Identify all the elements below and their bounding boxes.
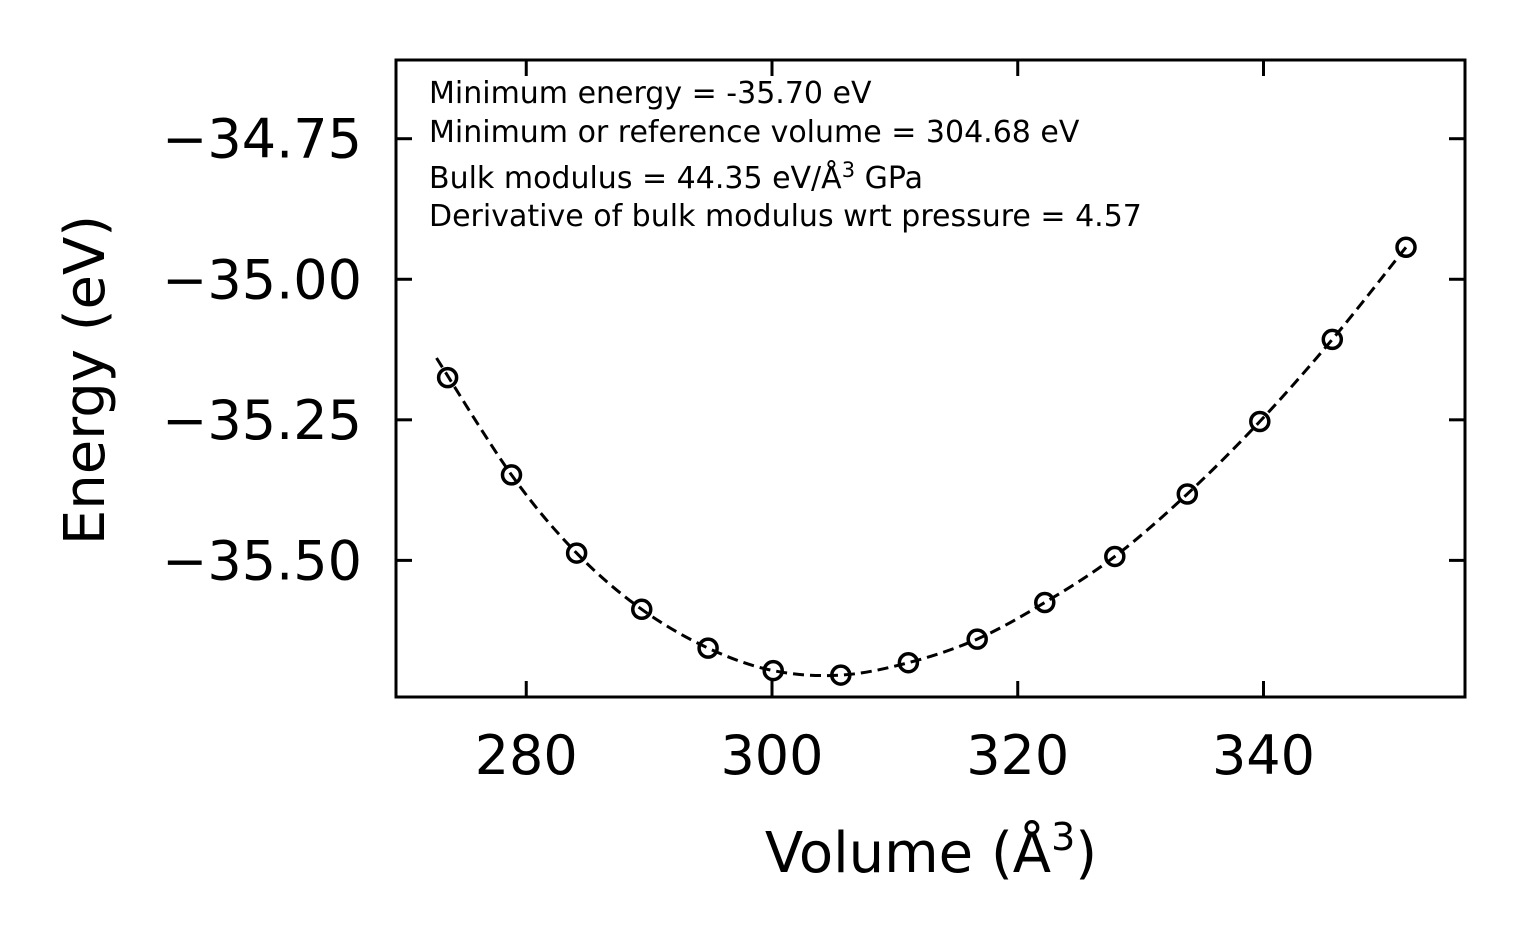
- x-axis-label-end: ): [1075, 821, 1097, 886]
- y-tick-label: −35.50: [162, 529, 362, 592]
- annotation-bulk-derivative: Derivative of bulk modulus wrt pressure …: [429, 199, 1142, 234]
- data-point: [762, 659, 784, 682]
- x-axis-label-text: Volume (Å: [765, 820, 1051, 886]
- data-point: [1321, 328, 1344, 351]
- annotation-min-volume: Minimum or reference volume = 304.68 eV: [429, 115, 1080, 150]
- data-point: [697, 637, 719, 659]
- data-point: [436, 366, 459, 389]
- data-point: [630, 598, 653, 621]
- data-point: [565, 542, 588, 564]
- x-tick-label: 280: [475, 724, 578, 787]
- data-point: [1249, 410, 1271, 433]
- annotation-min-energy: Minimum energy = -35.70 eV: [429, 76, 872, 111]
- data-point: [1395, 236, 1417, 258]
- x-tick-label: 320: [966, 724, 1069, 787]
- data-point: [897, 651, 920, 674]
- annotation-bulk-modulus-sup: 3: [842, 158, 855, 182]
- y-tick-label: −34.75: [162, 108, 362, 171]
- data-point: [830, 664, 852, 686]
- axis-ticks: [396, 60, 1465, 697]
- data-points: [436, 236, 1417, 686]
- fit-curve: [435, 246, 1408, 678]
- data-point: [1104, 545, 1126, 568]
- annotation-bulk-modulus-end: GPa: [855, 161, 923, 196]
- x-axis-label: Volume (Å3): [765, 815, 1097, 886]
- x-tick-label: 340: [1212, 724, 1315, 787]
- x-axis-label-sup: 3: [1051, 815, 1075, 859]
- data-point: [1176, 483, 1199, 505]
- data-point: [966, 628, 988, 650]
- annotations: Minimum energy = -35.70 eV Minimum or re…: [429, 76, 1142, 234]
- y-tick-label: −35.00: [162, 248, 362, 311]
- data-point: [1034, 591, 1056, 614]
- y-axis-label: Energy (eV): [53, 215, 118, 545]
- x-tick-label: 300: [720, 724, 823, 787]
- y-tick-label: −35.25: [162, 389, 362, 452]
- tick-labels: 280 300 320 340 −34.75 −35.00 −35.25 −35.50: [162, 108, 1315, 787]
- plot-frame: [394, 58, 1467, 699]
- annotation-bulk-modulus-text: Bulk modulus = 44.35 eV/Å: [429, 160, 842, 196]
- annotation-bulk-modulus: Bulk modulus = 44.35 eV/Å3 GPa: [429, 158, 923, 196]
- data-point: [500, 464, 523, 486]
